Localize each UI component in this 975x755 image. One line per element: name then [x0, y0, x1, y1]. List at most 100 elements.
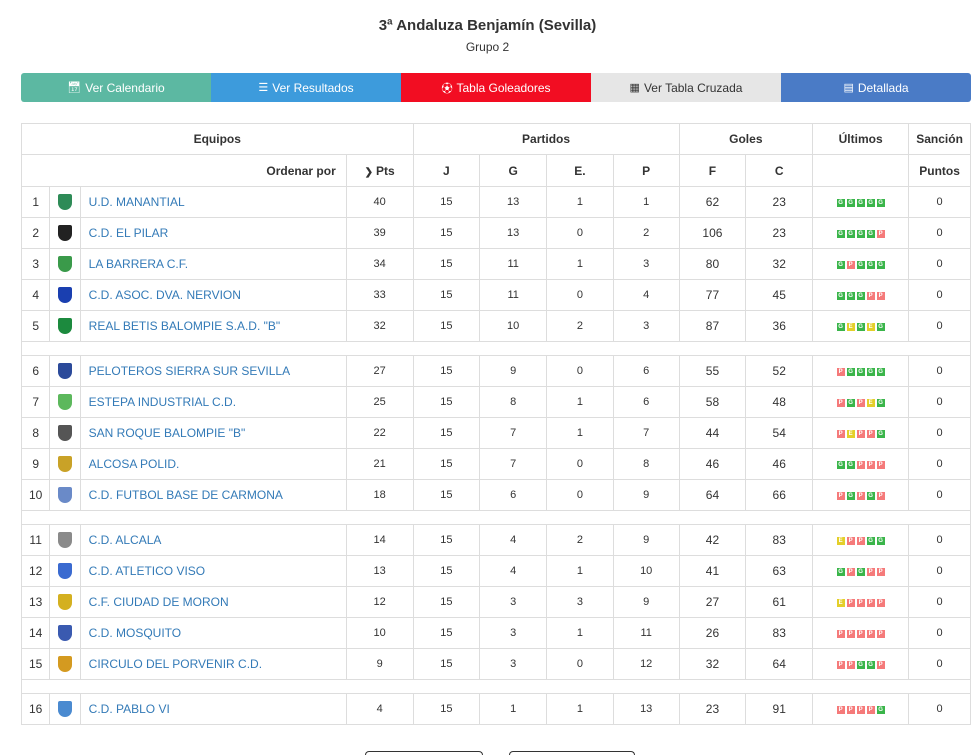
- team-shield-icon: [49, 310, 81, 342]
- team-shield-icon: [49, 248, 81, 280]
- result-badge: P: [846, 598, 855, 607]
- team-goals-against: 23: [745, 186, 814, 218]
- tab-calendario[interactable]: 📅︎ Ver Calendario: [21, 73, 211, 102]
- team-e: 1: [546, 248, 614, 280]
- team-position: 11: [20, 524, 51, 556]
- team-p: 11: [612, 617, 680, 649]
- result-badge: G: [836, 198, 845, 207]
- team-shield-icon: [49, 448, 81, 480]
- team-name-link[interactable]: REAL BETIS BALOMPIE S.A.D. "B": [88, 319, 281, 333]
- result-badge: P: [876, 567, 885, 576]
- result-badge: G: [866, 536, 875, 545]
- group-separator: [21, 510, 971, 525]
- team-sanction: 0: [908, 479, 971, 511]
- result-badge: P: [856, 536, 865, 545]
- team-goals-for: 46: [678, 448, 747, 480]
- result-badge: P: [876, 491, 885, 500]
- result-badge: P: [866, 291, 875, 300]
- header-e: E.: [546, 154, 614, 187]
- chevron-down-icon: ❯: [364, 166, 373, 178]
- table-row: 15 CIRCULO DEL PORVENIR C.D. 9 15 3 0 12 32 64 P P…: [20, 648, 971, 680]
- result-badge: P: [836, 491, 845, 500]
- team-e: 2: [546, 310, 614, 342]
- tab-resultados[interactable]: ☰ Ver Resultados: [211, 73, 401, 102]
- team-goals-for: 44: [678, 417, 747, 449]
- team-name-link[interactable]: ESTEPA INDUSTRIAL C.D.: [88, 395, 237, 409]
- standings-body: 1 U.D. MANANTIAL 40 15 13 1 1 62 23 G G G G G 0 2 C.D. E…: [20, 186, 971, 725]
- header-f: F: [678, 154, 747, 187]
- team-name-link[interactable]: C.D. FUTBOL BASE DE CARMONA: [88, 488, 283, 502]
- team-g: 10: [479, 310, 548, 342]
- team-points: 13: [345, 555, 414, 587]
- team-goals-against: 36: [745, 310, 814, 342]
- team-p: 6: [612, 355, 680, 387]
- team-sanction: 0: [908, 617, 971, 649]
- view-tabs: 📅︎ Ver Calendario ☰ Ver Resultados ⚽︎ Ta…: [21, 73, 971, 102]
- pagination-button[interactable]: [509, 751, 635, 755]
- team-name-link[interactable]: SAN ROQUE BALOMPIE "B": [88, 426, 246, 440]
- result-badge: G: [866, 660, 875, 669]
- team-goals-against: 23: [745, 217, 814, 249]
- team-name-link[interactable]: C.D. PABLO VI: [88, 702, 170, 716]
- team-position: 8: [20, 417, 51, 449]
- team-name-cell: C.F. CIUDAD DE MORON: [79, 586, 347, 618]
- header-g: G: [479, 154, 548, 187]
- separator-cell: [21, 510, 971, 525]
- tab-goleadores[interactable]: ⚽︎ Tabla Goleadores: [401, 73, 591, 102]
- team-e: 0: [546, 217, 614, 249]
- calendar-icon: 📅︎: [67, 82, 82, 94]
- team-j: 15: [412, 479, 481, 511]
- team-name-cell: C.D. MOSQUITO: [79, 617, 347, 649]
- team-name-link[interactable]: C.D. ASOC. DVA. NERVION: [88, 288, 241, 302]
- team-name-link[interactable]: PELOTEROS SIERRA SUR SEVILLA: [88, 364, 291, 378]
- result-badge: P: [856, 460, 865, 469]
- team-goals-for: 42: [678, 524, 747, 556]
- team-e: 2: [546, 524, 614, 556]
- result-badge: G: [846, 367, 855, 376]
- tab-detallada[interactable]: ▤ Detallada: [781, 73, 971, 102]
- team-name-link[interactable]: U.D. MANANTIAL: [88, 195, 185, 209]
- result-badge: P: [876, 598, 885, 607]
- team-j: 15: [412, 555, 481, 587]
- tab-label: Tabla Goleadores: [456, 80, 551, 95]
- team-name-link[interactable]: LA BARRERA C.F.: [88, 257, 189, 271]
- team-name-link[interactable]: C.D. ALCALA: [88, 533, 162, 547]
- team-name-cell: U.D. MANANTIAL: [79, 186, 347, 218]
- team-g: 4: [479, 524, 548, 556]
- team-name-cell: C.D. ALCALA: [79, 524, 347, 556]
- sort-by-points[interactable]: ❯ Pts: [345, 154, 414, 187]
- result-badge: P: [876, 291, 885, 300]
- result-badge: E: [866, 322, 875, 331]
- table-row: 12 C.D. ATLETICO VISO 13 15 4 1 10 41 63 G P G P P 0: [20, 555, 971, 587]
- header-equipos: Equipos: [21, 123, 414, 155]
- result-badge: E: [836, 536, 845, 545]
- team-name-link[interactable]: C.D. MOSQUITO: [88, 626, 182, 640]
- result-badge: P: [866, 429, 875, 438]
- team-goals-for: 26: [678, 617, 747, 649]
- team-points: 12: [345, 586, 414, 618]
- table-row: 1 U.D. MANANTIAL 40 15 13 1 1 62 23 G G G G G 0: [20, 186, 971, 218]
- team-sanction: 0: [908, 217, 971, 249]
- team-g: 7: [479, 417, 548, 449]
- team-p: 2: [612, 217, 680, 249]
- team-name-cell: C.D. PABLO VI: [79, 693, 347, 725]
- team-name-link[interactable]: ALCOSA POLID.: [88, 457, 180, 471]
- team-shield-icon: [49, 555, 81, 587]
- tab-tabla-cruzada[interactable]: ▦ Ver Tabla Cruzada: [591, 73, 781, 102]
- team-name-link[interactable]: C.F. CIUDAD DE MORON: [88, 595, 229, 609]
- team-shield-icon: [49, 386, 81, 418]
- team-name-link[interactable]: CIRCULO DEL PORVENIR C.D.: [88, 657, 263, 671]
- table-row: 4 C.D. ASOC. DVA. NERVION 33 15 11 0 4 77 45 G G G P…: [20, 279, 971, 311]
- team-name-link[interactable]: C.D. EL PILAR: [88, 226, 169, 240]
- tab-label: Ver Resultados: [272, 80, 354, 95]
- pagination-button[interactable]: [365, 751, 483, 755]
- team-goals-for: 80: [678, 248, 747, 280]
- team-name-link[interactable]: C.D. ATLETICO VISO: [88, 564, 206, 578]
- table-row: 16 C.D. PABLO VI 4 15 1 1 13 23 91 P P P P G 0: [20, 693, 971, 725]
- team-points: 34: [345, 248, 414, 280]
